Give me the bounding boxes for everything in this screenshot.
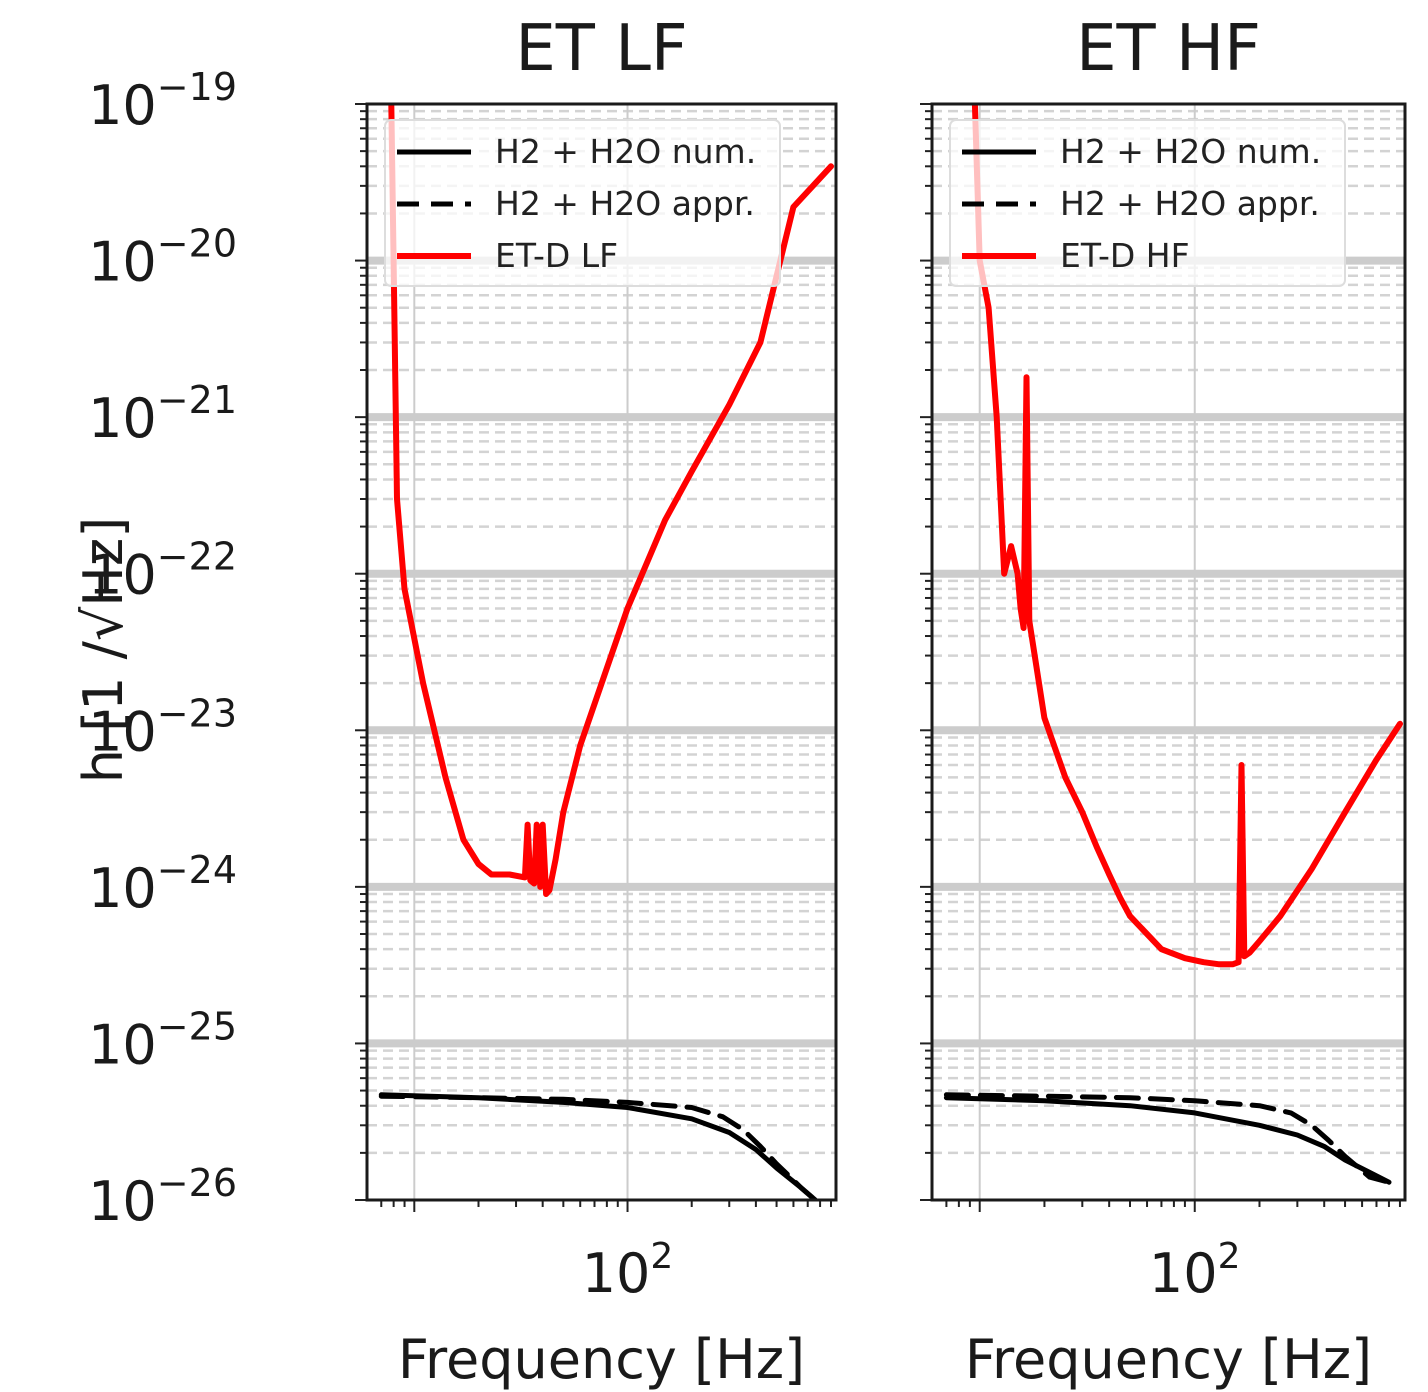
series-line-2 xyxy=(388,104,834,897)
panel-et-lf: H2 + H2O num. H2 + H2O appr. ET-D LF ET LF 1… xyxy=(88,12,838,1391)
y-tick-label: 10−19 xyxy=(88,65,237,137)
series-group xyxy=(378,104,834,1200)
series-line-0 xyxy=(943,1095,1392,1185)
series-group xyxy=(943,104,1403,1185)
legend-label-0: H2 + H2O num. xyxy=(1060,132,1321,171)
legend-label-0: H2 + H2O num. xyxy=(495,132,756,171)
panel-et-hf: H2 + H2O num. H2 + H2O appr. ET-D HF ET HF 1… xyxy=(920,12,1407,1391)
legend-label-1: H2 + H2O appr. xyxy=(495,184,755,223)
series-line-0 xyxy=(378,1092,818,1200)
plot-frame xyxy=(930,102,1407,1202)
x-tick-label: 102 xyxy=(1149,1236,1241,1305)
legend-box xyxy=(384,119,781,287)
y-tick-label: 10−20 xyxy=(88,222,237,294)
legend-label-1: H2 + H2O appr. xyxy=(1060,184,1320,223)
legend-label-2: ET-D LF xyxy=(495,236,618,275)
y-tick-label: 10−21 xyxy=(88,378,237,450)
panel-title: ET LF xyxy=(515,12,687,86)
y-axis-label: h [1 /√Hz] xyxy=(72,517,135,784)
legend: H2 + H2O num. H2 + H2O appr. ET-D LF xyxy=(384,119,781,287)
y-tick-label: 10−25 xyxy=(88,1004,237,1076)
legend: H2 + H2O num. H2 + H2O appr. ET-D HF xyxy=(949,119,1346,287)
panel-title: ET HF xyxy=(1076,12,1261,86)
y-tick-label: 10−23 xyxy=(88,691,237,763)
y-tick-label: 10−24 xyxy=(88,848,237,920)
x-axis-label: Frequency [Hz] xyxy=(965,1328,1372,1391)
y-axis-label-group: h [1 /√Hz] xyxy=(72,517,135,784)
series-line-2 xyxy=(971,104,1403,968)
series-line-1 xyxy=(943,1092,1392,1185)
legend-label-2: ET-D HF xyxy=(1060,236,1190,275)
series-line-1 xyxy=(378,1093,818,1200)
legend-box xyxy=(949,119,1346,287)
y-tick-label: 10−26 xyxy=(88,1161,237,1233)
x-tick-label: 102 xyxy=(582,1236,674,1305)
x-axis-label: Frequency [Hz] xyxy=(398,1328,805,1391)
plot-frame xyxy=(365,102,838,1202)
y-tick-label: 10−22 xyxy=(88,535,237,607)
